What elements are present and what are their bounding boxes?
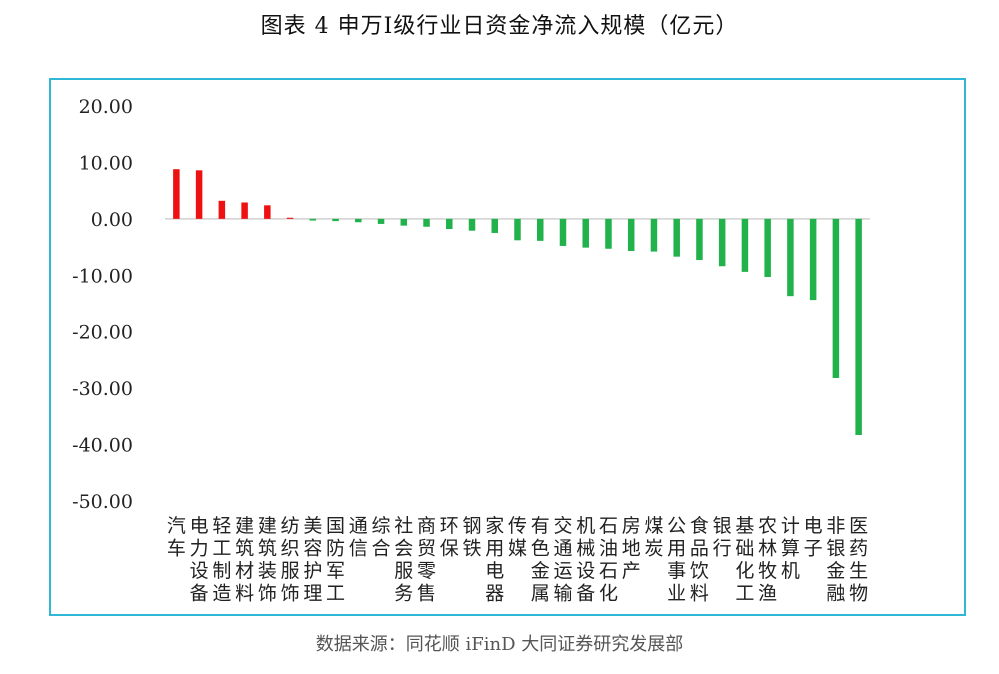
x-tick-label: 国防军工 [326, 515, 345, 605]
x-tick-label: 家用电器 [485, 515, 504, 605]
y-tick-label: -50.00 [72, 491, 133, 513]
x-tick-label: 煤炭 [644, 515, 663, 560]
bar [446, 218, 453, 230]
bar [650, 218, 658, 252]
chart-frame [49, 78, 966, 616]
y-tick-label: 0.00 [91, 209, 133, 231]
bar [605, 218, 612, 249]
x-tick-label: 非银金融 [826, 515, 845, 605]
x-tick-label: 社会服务 [394, 515, 413, 605]
x-tick-label: 纺织服饰 [281, 515, 300, 605]
bar [400, 218, 408, 226]
x-tick-label: 建筑材料 [235, 515, 254, 605]
x-tick-label: 传媒 [508, 515, 527, 560]
x-tick-label: 建筑装饰 [258, 515, 277, 605]
bar [264, 205, 271, 219]
y-tick-label: -10.00 [72, 265, 133, 287]
x-tick-label: 农林牧渔 [758, 515, 777, 605]
x-tick-label: 计算机 [781, 515, 800, 582]
x-tick-label: 食品饮料 [690, 515, 709, 605]
bar [718, 218, 726, 267]
bar [582, 218, 589, 248]
bar [195, 170, 203, 219]
bar [468, 218, 476, 231]
bar [309, 218, 317, 221]
x-tick-label: 汽车 [167, 515, 186, 560]
y-tick-label: 10.00 [79, 152, 133, 174]
bar [423, 218, 430, 227]
x-tick-label: 电子 [804, 515, 823, 560]
bar [173, 169, 180, 219]
bar [536, 218, 544, 241]
bar [355, 218, 362, 223]
x-tick-label: 银行 [713, 515, 732, 560]
data-source-note: 数据来源：同花顺 iFinD 大同证券研究发展部 [315, 634, 684, 655]
x-tick-label: 基础化工 [735, 515, 754, 605]
x-tick-label: 通信 [349, 515, 368, 560]
x-tick-label: 钢铁 [463, 515, 482, 560]
bar [491, 218, 499, 233]
x-tick-label: 交通运输 [553, 515, 572, 605]
bar [741, 218, 749, 272]
x-tick-label: 石油石化 [599, 515, 618, 605]
x-tick-label: 美容护理 [303, 515, 322, 605]
x-tick-label: 综合 [372, 515, 391, 560]
x-tick-label: 轻工制造 [212, 515, 231, 605]
x-tick-label: 房地产 [622, 515, 641, 582]
x-tick-label: 公用事业 [667, 515, 686, 605]
bar [673, 218, 680, 257]
bar [286, 217, 294, 219]
y-tick-label: 20.00 [79, 96, 133, 118]
chart-title: 图表 4 申万Ⅰ级行业日资金净流入规模（亿元） [260, 14, 739, 39]
bar [696, 218, 703, 261]
y-tick-label: -40.00 [72, 435, 133, 457]
bar [832, 218, 840, 378]
bar [855, 218, 862, 435]
bar [559, 218, 567, 246]
bar [627, 218, 635, 252]
x-tick-label: 有色金属 [531, 515, 550, 605]
bar [218, 200, 226, 219]
bar [241, 202, 248, 219]
bar [377, 218, 385, 224]
bar [787, 218, 794, 297]
x-tick-label: 电力设备 [190, 515, 209, 605]
x-tick-label: 商贸零售 [417, 515, 436, 605]
bar [332, 218, 339, 222]
bar [809, 218, 817, 301]
y-tick-label: -30.00 [72, 378, 133, 400]
x-tick-label: 机械设备 [576, 515, 595, 605]
bar [764, 218, 771, 277]
bar [514, 218, 521, 241]
x-tick-label: 医药生物 [849, 515, 868, 605]
x-tick-label: 环保 [440, 515, 459, 560]
y-tick-label: -20.00 [72, 322, 133, 344]
